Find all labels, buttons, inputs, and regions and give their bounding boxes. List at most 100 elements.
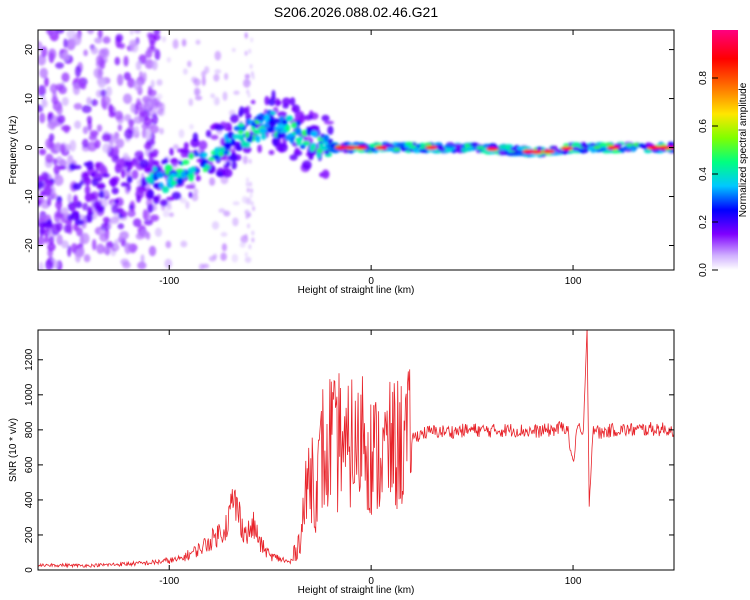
spectrogram-cell	[511, 147, 517, 151]
spectrogram-cell	[161, 186, 170, 194]
spectrogram-cell	[108, 177, 119, 187]
spectrogram-cell	[415, 144, 421, 149]
spectrogram-cell	[404, 141, 413, 146]
spectrogram-cell	[122, 261, 131, 269]
spectrogram-cell	[164, 258, 173, 269]
spectrogram-cell	[172, 39, 179, 49]
spectrogram-cell	[229, 113, 239, 124]
spectrogram-cell	[547, 150, 554, 153]
spectrogram-cell	[187, 60, 192, 68]
spectrogram-cell	[195, 95, 203, 101]
spectrogram-cell	[119, 230, 129, 240]
spectrogram-cell	[246, 177, 249, 183]
spectrogram-cell	[123, 72, 131, 81]
spectrogram-cell	[76, 227, 83, 237]
spectrogram-cell	[124, 114, 132, 122]
spectrogram-cell	[83, 254, 91, 263]
spectrogram-cell	[154, 227, 162, 238]
spectrogram-cell	[239, 242, 246, 248]
spectrogram-cell	[47, 121, 57, 130]
x-tick-label: 0	[368, 576, 374, 587]
spectrogram-cell	[536, 146, 543, 151]
colorbar-ticks: 0.0 0.2 0.4 0.6 0.8	[698, 71, 718, 277]
spectrogram-cell	[91, 99, 98, 107]
spectrogram-cell	[105, 247, 111, 256]
spectrogram-cell	[133, 116, 144, 124]
spectrogram-cell	[150, 79, 155, 89]
spectrogram-cell	[188, 152, 194, 160]
spectrogram-cell	[43, 186, 53, 195]
spectrogram-cell	[53, 174, 64, 186]
y-tick-label: 10	[24, 93, 35, 105]
spectrogram-cell	[151, 60, 158, 71]
spectrogram-cell	[214, 124, 225, 131]
spectrogram-cell	[124, 242, 132, 255]
spectrogram-cell	[331, 148, 339, 153]
spectrogram-cell	[227, 127, 233, 132]
spectrogram-cell	[269, 110, 276, 116]
spectrogram-cell	[291, 106, 297, 112]
spectrogram-cell	[233, 126, 241, 131]
spectrogram-cell	[181, 38, 187, 47]
spectrogram-cell	[191, 193, 199, 202]
spectrogram-cell	[143, 166, 151, 173]
spectrogram-cell	[143, 210, 151, 221]
spectrogram-cell	[242, 155, 248, 165]
spectrogram-cell	[248, 158, 252, 164]
spectrogram-cell	[598, 147, 608, 152]
spectrogram-cell	[144, 59, 155, 70]
snr-series-line	[38, 330, 674, 569]
spectrogram-cell	[244, 50, 248, 56]
spectrogram-cell	[145, 231, 151, 240]
spectrogram-cell	[208, 157, 215, 162]
spectrogram-cell	[128, 118, 135, 127]
spectrogram-cell	[149, 124, 159, 134]
spectrogram-cell	[112, 145, 120, 156]
spectrogram-cell	[154, 48, 161, 61]
spectrogram-cell	[85, 193, 92, 203]
spectrogram-cell	[132, 218, 142, 228]
spectrogram-cell	[573, 142, 580, 147]
spectrogram-cell	[175, 173, 182, 179]
spectrogram-cell	[445, 147, 452, 152]
spectrogram-cell	[276, 100, 282, 106]
colorbar-tick-label: 0.2	[698, 215, 709, 229]
spectrogram-cell	[295, 120, 302, 126]
spectrogram-cell	[101, 133, 112, 142]
spectrogram-cell	[69, 139, 77, 152]
spectrogram-cell	[121, 210, 128, 218]
spectrogram-cell	[290, 121, 297, 129]
spectrogram-cell	[48, 236, 55, 245]
spectrogram-cell	[148, 245, 157, 257]
spectrogram-cell	[102, 143, 111, 154]
spectrogram-cell	[249, 193, 253, 199]
spectrogram-cell	[63, 125, 70, 134]
spectrogram-x-label: Height of straight line (km)	[298, 285, 415, 296]
spectrogram-cell	[80, 83, 87, 90]
spectrogram-cell	[63, 38, 68, 49]
spectrogram-cell	[171, 191, 182, 200]
spectrogram-cell	[256, 115, 263, 121]
spectrogram-cell	[294, 127, 302, 136]
spectrogram-cell	[38, 148, 47, 156]
spectrogram-cell	[308, 155, 314, 161]
spectrogram-cell	[231, 160, 237, 170]
spectrogram-cell	[61, 96, 69, 107]
spectrogram-cell	[95, 55, 103, 65]
spectrogram-cell	[385, 147, 395, 152]
spectrogram-cell	[299, 144, 306, 150]
spectrogram-cell	[277, 124, 283, 129]
spectrogram-cell	[60, 51, 70, 61]
spectrogram-cell	[289, 97, 296, 106]
spectrogram-cell	[38, 104, 44, 113]
snr-x-label: Height of straight line (km)	[298, 585, 415, 596]
spectrogram-cell	[385, 143, 394, 148]
spectrogram-cell	[84, 185, 91, 195]
spectrogram-cell	[118, 42, 126, 49]
spectrogram-cell	[327, 125, 334, 136]
spectrogram-cell	[147, 85, 153, 96]
spectrogram-cell	[245, 113, 252, 120]
spectrogram-cell	[38, 236, 45, 246]
spectrogram-cell	[189, 123, 194, 130]
